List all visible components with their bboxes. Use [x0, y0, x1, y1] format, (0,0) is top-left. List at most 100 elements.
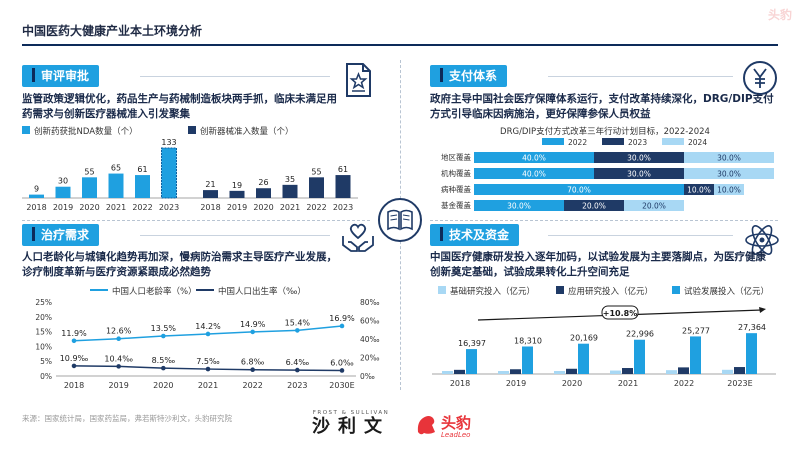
review-bar: [256, 188, 271, 198]
review-bar-label: 133: [161, 138, 176, 147]
payment-row-label: 地区覆盖: [441, 152, 471, 162]
tech-bar: [578, 343, 589, 374]
tech-total-label: 20,169: [570, 334, 598, 343]
payment-segment-label: 30.0%: [717, 170, 741, 179]
payment-segment: [684, 152, 774, 163]
tech-total-label: 25,277: [682, 326, 710, 335]
payment-segment-label: 40.0%: [522, 154, 546, 163]
tech-bar: [666, 370, 677, 374]
tech-total-label: 22,996: [626, 330, 654, 339]
review-bar-label: 61: [137, 165, 147, 174]
payment-tag-line: [548, 76, 733, 77]
treatment-left-tick: 5%: [40, 357, 52, 366]
review-x-tick: 2022: [132, 203, 152, 212]
treatment-point: [161, 333, 166, 339]
payment-row-label: 机构覆盖: [441, 168, 471, 178]
horizontal-divider-left: [22, 220, 370, 221]
tech-bar-chart: +10.8% 16,397 2018 18,310 2019 20,169 2020 22,9…: [432, 305, 776, 388]
treatment-point-label: 14.9%: [240, 320, 266, 329]
review-bar-chart: 9 2018 30 2019 55 2020 65 2021 61 2022 133 2023 21 20…: [22, 138, 358, 212]
treatment-right-tick: 80‰: [360, 298, 380, 307]
tech-total-label: 27,364: [738, 323, 766, 332]
tech-bar: [522, 346, 533, 374]
tag-review: 审评审批: [22, 65, 100, 87]
review-bar: [82, 177, 97, 198]
tag-tech: 技术及资金: [430, 224, 520, 246]
tech-legend-experimental: 试验发展投入（亿元）: [672, 285, 769, 297]
tag-treatment: 治疗需求: [22, 224, 100, 246]
book-icon: [378, 198, 422, 242]
treatment-x-tick: 2019: [108, 381, 128, 390]
tech-total-label: 18,310: [514, 336, 542, 345]
payment-segment: [594, 152, 684, 163]
treatment-point: [339, 368, 345, 373]
treatment-x-tick: 2018: [64, 381, 84, 390]
tech-bar: [610, 370, 621, 374]
treatment-point: [71, 363, 77, 369]
review-bar: [229, 190, 245, 198]
tech-bar: [734, 367, 745, 374]
payment-segment-label: 20.0%: [642, 202, 666, 211]
review-bar-label: 61: [338, 165, 348, 174]
treatment-right-tick: 20‰: [360, 354, 380, 363]
treatment-x-tick: 2020: [153, 381, 173, 390]
treatment-point: [250, 329, 255, 335]
payment-row-label: 基金覆盖: [441, 200, 471, 210]
payment-segment: [714, 184, 744, 195]
payment-legend-label: 2024: [688, 138, 707, 147]
frost-sullivan-logo: FROST & SULLIVAN 沙利文: [312, 410, 390, 437]
treatment-point-label: 6.8‰: [241, 358, 265, 367]
payment-row-label: 病种覆盖: [441, 184, 471, 194]
tech-x-tick: 2020: [562, 379, 582, 388]
tech-bar: [634, 339, 645, 374]
treatment-line-chart: 0% 5% 10% 15% 20% 25% 0‰ 20‰ 40‰ 60‰ 80‰ 2018 2019 20…: [35, 298, 380, 390]
tech-bar: [722, 369, 733, 374]
tech-legend-applied: 应用研究投入（亿元）: [556, 285, 653, 297]
treatment-point: [161, 365, 166, 371]
treatment-point: [250, 367, 255, 373]
tech-cagr-label: +10.8%: [603, 309, 637, 318]
review-x-tick: 2023: [159, 203, 179, 212]
payment-segment-label: 70.0%: [567, 186, 591, 195]
review-bar-label: 19: [232, 181, 242, 190]
tech-bar: [554, 371, 565, 374]
atom-icon: [742, 220, 782, 260]
review-bar: [335, 175, 351, 198]
review-bar: [161, 147, 177, 199]
review-bar: [309, 177, 324, 198]
treatment-point-label: 8.5‰: [152, 356, 176, 365]
yuan-coin-icon: [740, 58, 780, 98]
review-bar-label: 35: [285, 175, 295, 184]
review-bar-label: 55: [84, 167, 94, 176]
review-bar: [282, 184, 298, 198]
review-x-tick: 2019: [53, 203, 73, 212]
treatment-x-tick: 2030E: [329, 381, 354, 390]
payment-stacked-bar-chart: 2022 2023 2024 地区覆盖 40.0% 30.0% 30.0% 机构覆盖 40.0%…: [441, 138, 774, 211]
treatment-point-label: 12.6%: [106, 327, 132, 336]
title-underline: [22, 44, 778, 46]
review-x-tick: 2018: [26, 203, 46, 212]
payment-legend-swatch: [542, 138, 564, 145]
tech-bar: [498, 371, 509, 374]
review-bar-label: 55: [311, 167, 321, 176]
tech-bar: [442, 371, 453, 374]
review-x-tick: 2021: [106, 203, 126, 212]
treatment-point: [71, 338, 77, 344]
payment-legend-label: 2023: [628, 138, 647, 147]
payment-segment: [474, 152, 594, 163]
tag-treatment-label: 治疗需求: [41, 228, 90, 242]
treatment-legend-birth: 中国人口出生率（‰）: [196, 285, 306, 297]
treatment-right-tick: 60‰: [360, 317, 380, 326]
page-title: 中国医药大健康产业本土环境分析: [22, 24, 203, 38]
tech-x-tick: 2023E: [727, 379, 752, 388]
payment-legend-label: 2022: [568, 138, 587, 147]
treatment-point: [339, 323, 345, 329]
payment-segment: [684, 168, 774, 179]
tech-bar: [454, 369, 465, 374]
treatment-point: [116, 336, 121, 342]
payment-segment-label: 30.0%: [717, 154, 741, 163]
payment-segment-label: 40.0%: [522, 170, 546, 179]
review-description: 监管政策逻辑优化，药品生产与药械制造板块两手抓，临床未满足用药需求与创新医疗器械…: [22, 93, 337, 120]
payment-segment-label: 10.0%: [717, 186, 741, 195]
treatment-point: [116, 364, 121, 369]
